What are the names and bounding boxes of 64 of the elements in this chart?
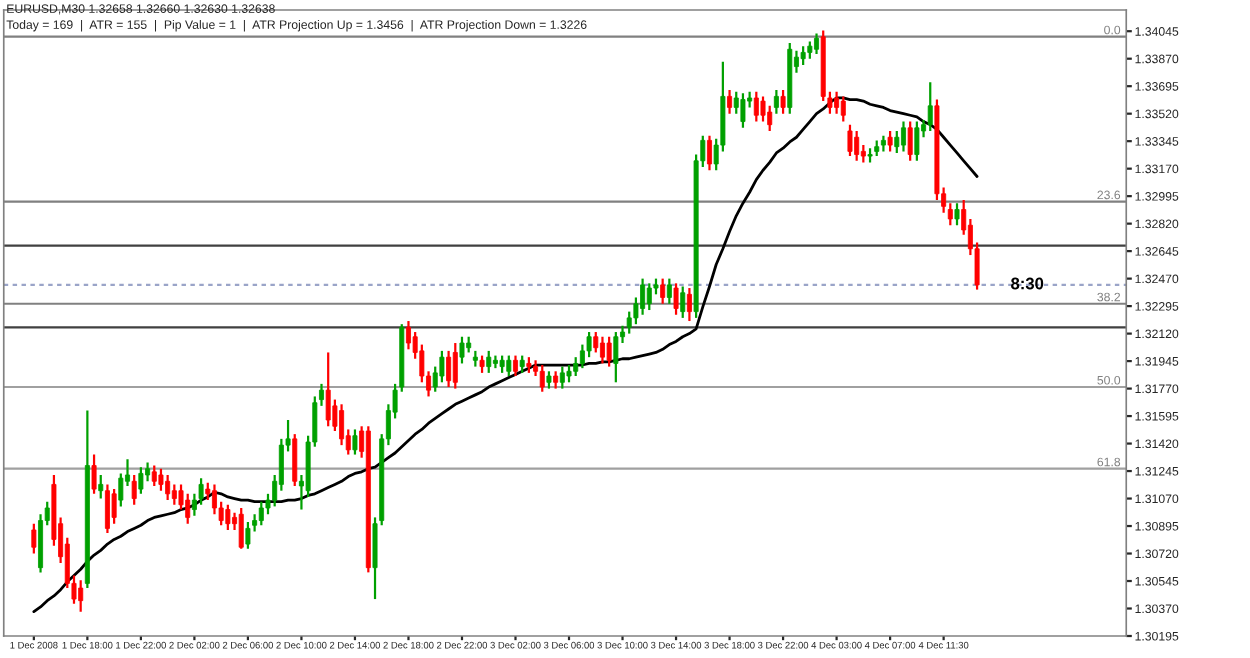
candlestick bbox=[613, 330, 619, 384]
candlestick bbox=[686, 286, 692, 323]
line-series bbox=[32, 96, 979, 614]
candlestick bbox=[98, 473, 104, 500]
candlestick bbox=[673, 282, 679, 316]
candlestick bbox=[894, 129, 900, 155]
candlestick bbox=[91, 453, 97, 495]
candlestick bbox=[814, 32, 820, 56]
candlestick bbox=[151, 464, 157, 488]
candlestick bbox=[539, 363, 545, 393]
candlestick bbox=[452, 341, 458, 390]
candlestick bbox=[339, 403, 345, 447]
candlestick bbox=[352, 428, 358, 456]
candlestick bbox=[405, 319, 411, 351]
candlestick bbox=[486, 349, 492, 374]
candlestick bbox=[78, 579, 84, 613]
candlestick bbox=[606, 335, 612, 368]
candlestick bbox=[834, 90, 840, 115]
candlestick bbox=[887, 129, 893, 153]
candlestick bbox=[840, 95, 846, 123]
candlestick bbox=[927, 81, 933, 133]
candlestick bbox=[646, 282, 652, 312]
candlestick bbox=[138, 466, 144, 495]
candlestick bbox=[292, 433, 298, 488]
candlestick bbox=[165, 473, 171, 502]
candlestick bbox=[258, 500, 264, 527]
candlestick bbox=[680, 285, 686, 319]
candlestick bbox=[914, 120, 920, 162]
candlestick bbox=[559, 365, 565, 390]
candlestick bbox=[854, 129, 860, 162]
candlestick bbox=[954, 202, 960, 227]
candlestick bbox=[773, 89, 779, 115]
candlestick bbox=[727, 89, 733, 115]
candlestick bbox=[599, 335, 605, 365]
candlestick bbox=[104, 483, 110, 535]
candlestick bbox=[800, 45, 806, 67]
annotation: 8:30 bbox=[1011, 277, 1044, 290]
candlestick bbox=[325, 351, 331, 428]
candlestick bbox=[740, 92, 746, 129]
candlestick bbox=[158, 467, 164, 492]
candlestick bbox=[185, 492, 191, 525]
candlestick bbox=[847, 123, 853, 158]
candlestick bbox=[901, 120, 906, 153]
candlestick bbox=[31, 522, 37, 555]
candlestick bbox=[446, 349, 452, 389]
candlestick bbox=[907, 120, 913, 162]
candlestick bbox=[111, 488, 117, 525]
candlestick bbox=[225, 503, 231, 532]
candlestick bbox=[439, 349, 445, 384]
candlestick bbox=[238, 506, 244, 550]
candlestick bbox=[780, 89, 786, 115]
candlestick bbox=[459, 335, 465, 365]
candlestick bbox=[753, 90, 759, 123]
candlestick bbox=[760, 95, 766, 123]
candlestick bbox=[506, 354, 512, 378]
candlestick bbox=[513, 354, 518, 378]
candlestick bbox=[640, 277, 646, 316]
candlestick bbox=[171, 483, 177, 506]
candlestick bbox=[767, 104, 773, 133]
candlestick bbox=[666, 277, 672, 305]
candlestick bbox=[660, 277, 666, 305]
candlestick bbox=[131, 473, 137, 506]
candlestick bbox=[707, 134, 712, 172]
candlestick bbox=[245, 521, 251, 550]
